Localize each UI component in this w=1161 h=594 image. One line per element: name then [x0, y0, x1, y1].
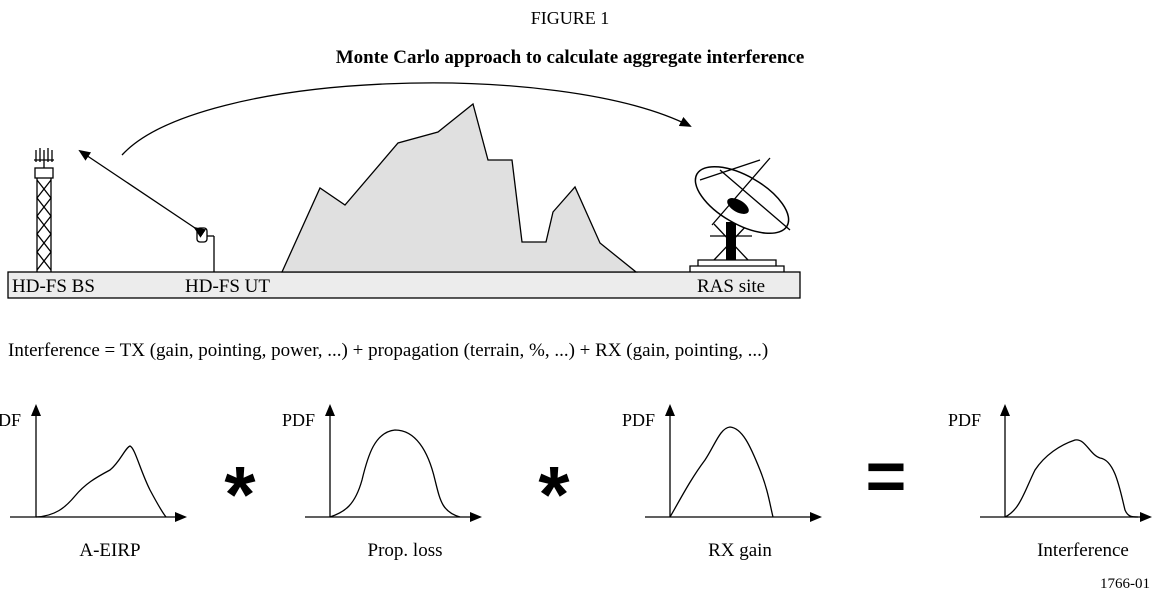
- mountain: [280, 102, 638, 273]
- interference-arc: [121, 82, 692, 156]
- x-label: Interference: [1037, 540, 1129, 561]
- ground-label: RAS site: [697, 276, 765, 297]
- pdf-curve: [669, 426, 774, 518]
- ground-label: HD-FS BS: [12, 276, 95, 297]
- x-label: A-EIRP: [79, 540, 140, 561]
- operator: =: [866, 437, 907, 515]
- pdf-curve: [35, 445, 167, 518]
- y-label: PDF: [0, 410, 21, 430]
- tower: [34, 148, 54, 272]
- x-label: Prop. loss: [368, 540, 443, 561]
- ground-label: HD-FS UT: [185, 276, 270, 297]
- y-label: PDF: [948, 410, 981, 430]
- y-label: PDF: [282, 410, 315, 430]
- figure-id: 1766-01: [1100, 576, 1150, 592]
- ground: [7, 271, 801, 299]
- figure-title: Monte Carlo approach to calculate aggreg…: [336, 47, 805, 68]
- y-label: PDF: [622, 410, 655, 430]
- figure-label: FIGURE 1: [531, 8, 610, 28]
- pdf-curve: [1004, 439, 1139, 518]
- link-arrow: [78, 149, 207, 238]
- radio-telescope: [689, 157, 791, 272]
- x-label: RX gain: [708, 540, 772, 561]
- pdf-curve: [329, 429, 461, 518]
- operator: *: [538, 450, 570, 539]
- scene: HD-FS BS HD-FS UT RAS site: [7, 82, 801, 299]
- operator: *: [224, 450, 256, 539]
- equation: Interference = TX (gain, pointing, power…: [8, 340, 768, 361]
- user-terminal: [196, 227, 215, 272]
